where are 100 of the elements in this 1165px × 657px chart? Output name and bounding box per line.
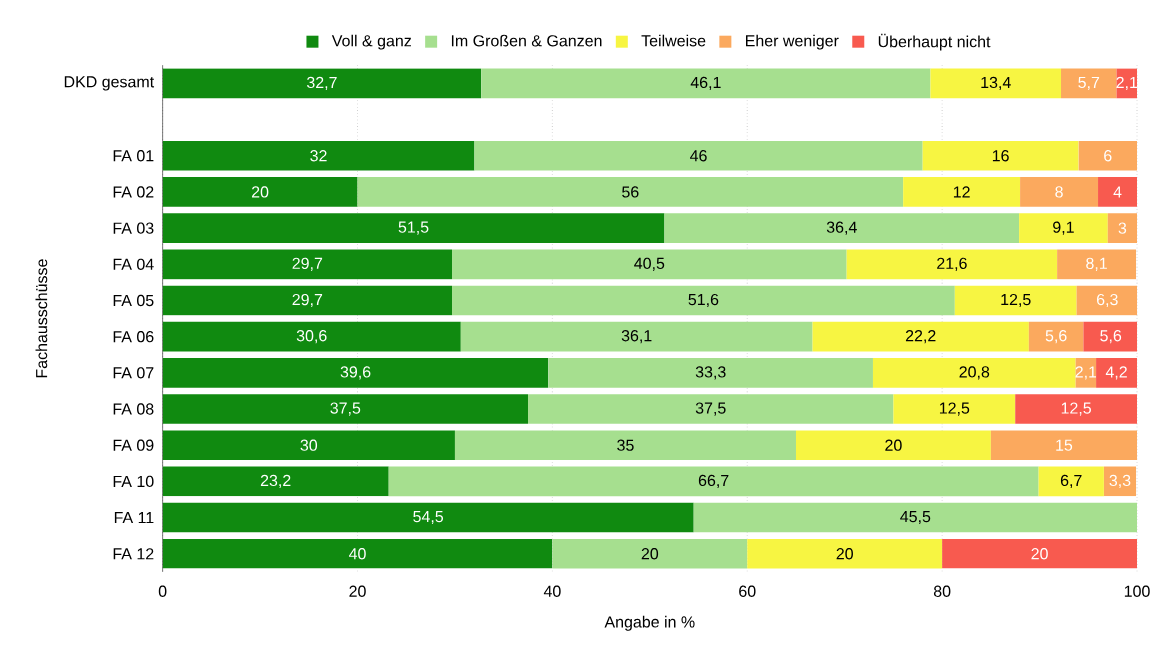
data-label: 8 xyxy=(1055,186,1063,198)
bar xyxy=(1057,249,1137,280)
bar xyxy=(795,430,991,460)
data-label: 29,7 xyxy=(292,257,323,271)
data-label: 45,5 xyxy=(900,510,931,525)
bar xyxy=(893,394,1016,424)
data-label: 3,3 xyxy=(1109,474,1131,488)
legend-label: Im Großen & Ganzen xyxy=(451,34,602,47)
bar xyxy=(942,538,1138,569)
bar xyxy=(922,140,1079,171)
bar xyxy=(452,249,847,280)
data-label: 30 xyxy=(300,439,318,451)
x-axis-title: Angabe in % xyxy=(604,615,695,631)
bar xyxy=(1103,466,1137,497)
data-label: 20 xyxy=(251,186,269,198)
bar xyxy=(162,285,453,316)
data-label: 5,6 xyxy=(1100,330,1122,344)
data-label: 36,1 xyxy=(621,330,652,344)
data-label: 4 xyxy=(1113,186,1122,198)
bar xyxy=(1098,177,1138,207)
y-tick-label: DKD gesamt xyxy=(64,76,155,91)
y-tick-label: FA 05 xyxy=(113,294,154,307)
bar xyxy=(162,213,665,243)
data-label: 13,4 xyxy=(981,76,1011,90)
bar xyxy=(357,177,904,207)
data-label: 33,3 xyxy=(695,366,726,380)
x-tick-label: 100 xyxy=(1124,585,1150,597)
legend-label: Überhaupt nicht xyxy=(878,33,991,51)
bar xyxy=(664,213,1020,243)
data-label: 46 xyxy=(690,150,707,162)
data-label: 32 xyxy=(310,150,327,162)
data-label: 37,5 xyxy=(330,402,361,416)
bar xyxy=(162,538,553,569)
bar xyxy=(1015,394,1138,424)
y-tick-label: FA 07 xyxy=(113,367,154,379)
data-label: 20,8 xyxy=(959,366,990,380)
data-label: 37,5 xyxy=(695,402,726,416)
data-label: 39,6 xyxy=(340,366,371,380)
bar xyxy=(812,321,1029,352)
bar xyxy=(1061,68,1117,99)
y-tick-label: FA 06 xyxy=(113,330,154,343)
data-label: 12,5 xyxy=(1001,293,1031,308)
data-label: 36,4 xyxy=(826,221,857,235)
bar xyxy=(454,430,796,460)
data-label: 2,1 xyxy=(1116,76,1138,90)
data-label: 30,6 xyxy=(296,330,327,344)
data-label: 12 xyxy=(953,186,970,198)
data-label: 51,6 xyxy=(688,293,719,308)
bar xyxy=(1076,285,1138,316)
data-label: 20 xyxy=(885,439,902,451)
data-label: 8,1 xyxy=(1086,257,1107,271)
bar xyxy=(1078,140,1138,171)
bar xyxy=(1096,357,1138,388)
bar xyxy=(162,502,694,533)
bar xyxy=(747,538,943,569)
bar xyxy=(903,177,1021,207)
data-label: 21,6 xyxy=(937,257,967,271)
data-label: 9,1 xyxy=(1053,221,1074,235)
data-label: 56 xyxy=(622,186,639,198)
bar xyxy=(528,394,894,424)
data-label: 6,3 xyxy=(1097,293,1118,308)
y-tick-label: FA 10 xyxy=(113,475,154,487)
legend-label: Teilweise xyxy=(641,34,706,47)
data-label: 3 xyxy=(1118,222,1127,234)
data-label: 5,6 xyxy=(1045,330,1067,344)
bar xyxy=(930,68,1062,99)
data-label: 6,7 xyxy=(1060,474,1082,488)
bar xyxy=(162,357,549,388)
bar xyxy=(162,140,475,171)
data-label: 32,7 xyxy=(306,76,337,90)
y-tick-label: FA 12 xyxy=(113,548,154,560)
bar xyxy=(1083,321,1138,352)
data-label: 29,7 xyxy=(292,293,323,308)
bar xyxy=(481,68,931,99)
bar xyxy=(1028,321,1084,352)
data-label: 4,2 xyxy=(1105,366,1127,380)
data-label: 20 xyxy=(836,548,853,560)
x-tick-label: 40 xyxy=(543,585,561,597)
bar xyxy=(990,430,1138,460)
bar xyxy=(548,357,873,388)
bar xyxy=(162,466,389,497)
y-axis-title: Fachausschüsse xyxy=(35,259,48,378)
bar xyxy=(872,357,1076,388)
data-label: 20 xyxy=(1031,548,1048,560)
y-tick-label: FA 01 xyxy=(113,150,154,162)
y-tick-label: FA 03 xyxy=(113,222,154,234)
bar xyxy=(388,466,1039,497)
data-label: 12,5 xyxy=(1061,402,1091,416)
x-tick-label: 80 xyxy=(933,585,951,597)
data-label: 35 xyxy=(617,439,634,451)
data-label: 46,1 xyxy=(690,76,721,90)
bar xyxy=(452,285,955,316)
bar xyxy=(162,394,529,424)
data-label: 5,7 xyxy=(1078,76,1100,90)
data-label: 51,5 xyxy=(398,221,429,235)
data-label: 22,2 xyxy=(905,330,936,344)
y-tick-label: FA 08 xyxy=(113,403,154,415)
data-label: 2,1 xyxy=(1075,366,1097,380)
bar xyxy=(1019,213,1108,243)
bar xyxy=(162,177,358,207)
